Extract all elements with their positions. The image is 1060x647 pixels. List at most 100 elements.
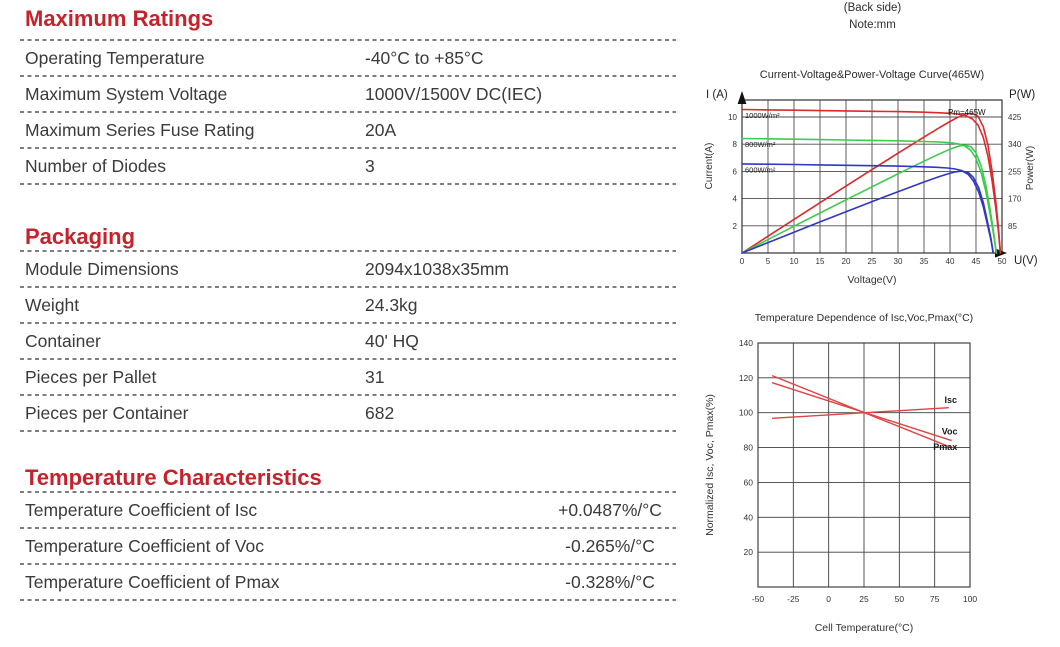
spec-row: Number of Diodes 3	[20, 149, 676, 183]
section-maximum-ratings: Maximum Ratings Operating Temperature -4…	[20, 4, 676, 185]
svg-text:5: 5	[766, 257, 771, 266]
svg-text:100: 100	[963, 594, 977, 604]
svg-text:425: 425	[1008, 113, 1022, 122]
dashed-divider	[20, 430, 676, 432]
svg-text:15: 15	[816, 257, 825, 266]
dashed-divider	[20, 39, 676, 41]
spec-label: Number of Diodes	[25, 155, 167, 176]
section-heading: Packaging	[25, 224, 136, 249]
dashed-divider	[20, 111, 676, 113]
iv-power-voltage-chart: 0 5 10 15 20 25 30 35 40 45 50 2 4 6 8 10 85 170 255 340 425…	[704, 69, 1038, 286]
spec-label: Maximum System Voltage	[25, 83, 228, 104]
svg-text:45: 45	[972, 257, 981, 266]
section-packaging: Packaging Module Dimensions 2094x1038x35…	[20, 220, 676, 432]
back-side-note: (Back side)	[843, 2, 902, 14]
dashed-divider	[20, 250, 676, 252]
spec-value: 3	[365, 155, 375, 176]
spec-row: Module Dimensions 2094x1038x35mm	[20, 252, 676, 286]
spec-row: Maximum System Voltage 1000V/1500V DC(IE…	[20, 77, 676, 111]
svg-text:Current-Voltage&Power-Voltage: Current-Voltage&Power-Voltage Curve(465W…	[760, 69, 984, 81]
svg-text:U(V): U(V)	[1014, 255, 1038, 267]
spec-label: Temperature Coefficient of Isc	[25, 499, 258, 520]
svg-text:50: 50	[998, 257, 1007, 266]
svg-text:35: 35	[920, 257, 929, 266]
svg-text:255: 255	[1008, 167, 1022, 176]
svg-text:P(W): P(W)	[1009, 89, 1035, 101]
svg-text:8: 8	[733, 140, 738, 149]
svg-text:0: 0	[740, 257, 745, 266]
spec-row: Container 40' HQ	[20, 324, 676, 358]
spec-row: Maximum Series Fuse Rating 20A	[20, 113, 676, 147]
dashed-divider	[20, 183, 676, 185]
svg-text:Voc: Voc	[942, 427, 958, 437]
dashed-divider	[20, 394, 676, 396]
svg-text:-50: -50	[752, 594, 765, 604]
svg-text:I (A): I (A)	[706, 89, 728, 101]
svg-text:25: 25	[868, 257, 877, 266]
temperature-dependence-chart: -50 -25 0 25 50 75 100 20 40 60 80 100 120 140 Isc Voc P…	[704, 312, 977, 634]
spec-label: Weight	[25, 294, 80, 315]
spec-row: Temperature Coefficient of Pmax -0.328%/…	[20, 565, 676, 599]
svg-text:25: 25	[859, 594, 869, 604]
svg-text:Pm=465W: Pm=465W	[948, 108, 986, 117]
svg-text:4: 4	[733, 195, 738, 204]
svg-text:80: 80	[744, 443, 754, 453]
spec-label: Pieces per Container	[25, 402, 189, 423]
svg-text:Isc: Isc	[945, 395, 958, 405]
spec-label: Container	[25, 330, 101, 351]
dashed-divider	[20, 322, 676, 324]
section-heading: Maximum Ratings	[25, 6, 214, 31]
svg-text:40: 40	[946, 257, 955, 266]
svg-text:Pmax: Pmax	[933, 442, 957, 452]
svg-text:85: 85	[1008, 222, 1017, 231]
svg-text:Current(A): Current(A)	[704, 143, 715, 190]
spec-label: Pieces per Pallet	[25, 366, 157, 387]
section-heading: Temperature Characteristics	[25, 465, 322, 490]
spec-label: Temperature Coefficient of Voc	[25, 535, 264, 556]
spec-row: Operating Temperature -40°C to +85°C	[20, 41, 676, 75]
svg-text:Normalized Isc, Voc, Pmax(%): Normalized Isc, Voc, Pmax(%)	[704, 394, 716, 536]
svg-text:170: 170	[1008, 195, 1022, 204]
dashed-divider	[20, 75, 676, 77]
svg-text:30: 30	[894, 257, 903, 266]
spec-row: Temperature Coefficient of Isc +0.0487%/…	[20, 493, 676, 527]
spec-label: Operating Temperature	[25, 47, 205, 68]
svg-text:Voltage(V): Voltage(V)	[847, 274, 896, 286]
svg-text:60: 60	[744, 477, 754, 487]
unit-note: Note:mm	[849, 19, 896, 31]
spec-value: -0.328%/°C	[565, 571, 655, 592]
spec-row: Pieces per Container 682	[20, 396, 676, 430]
spec-value: 20A	[365, 119, 397, 140]
dashed-divider	[20, 286, 676, 288]
svg-text:20: 20	[842, 257, 851, 266]
svg-text:20: 20	[744, 547, 754, 557]
dashed-divider	[20, 147, 676, 149]
svg-text:10: 10	[790, 257, 799, 266]
dashed-divider	[20, 527, 676, 529]
spec-value: 31	[365, 366, 385, 387]
spec-label: Temperature Coefficient of Pmax	[25, 571, 280, 592]
spec-row: Weight 24.3kg	[20, 288, 676, 322]
svg-text:10: 10	[728, 113, 737, 122]
svg-text:340: 340	[1008, 140, 1022, 149]
dashed-divider	[20, 563, 676, 565]
svg-text:140: 140	[739, 338, 753, 348]
svg-text:800W/m²: 800W/m²	[745, 140, 776, 149]
section-temperature-characteristics: Temperature Characteristics Temperature …	[20, 460, 676, 601]
spec-label: Maximum Series Fuse Rating	[25, 119, 255, 140]
svg-text:40: 40	[744, 512, 754, 522]
svg-text:0: 0	[826, 594, 831, 604]
spec-row: Pieces per Pallet 31	[20, 360, 676, 394]
svg-text:1000W/m²: 1000W/m²	[745, 111, 780, 120]
spec-value: -40°C to +85°C	[365, 47, 484, 68]
svg-text:-25: -25	[787, 594, 800, 604]
svg-text:2: 2	[733, 222, 738, 231]
dashed-divider	[20, 599, 676, 601]
spec-value: 40' HQ	[365, 330, 419, 351]
svg-text:50: 50	[895, 594, 905, 604]
spec-value: 24.3kg	[365, 294, 418, 315]
spec-label: Module Dimensions	[25, 258, 179, 279]
svg-text:100: 100	[739, 408, 753, 418]
spec-value: 2094x1038x35mm	[365, 258, 509, 279]
